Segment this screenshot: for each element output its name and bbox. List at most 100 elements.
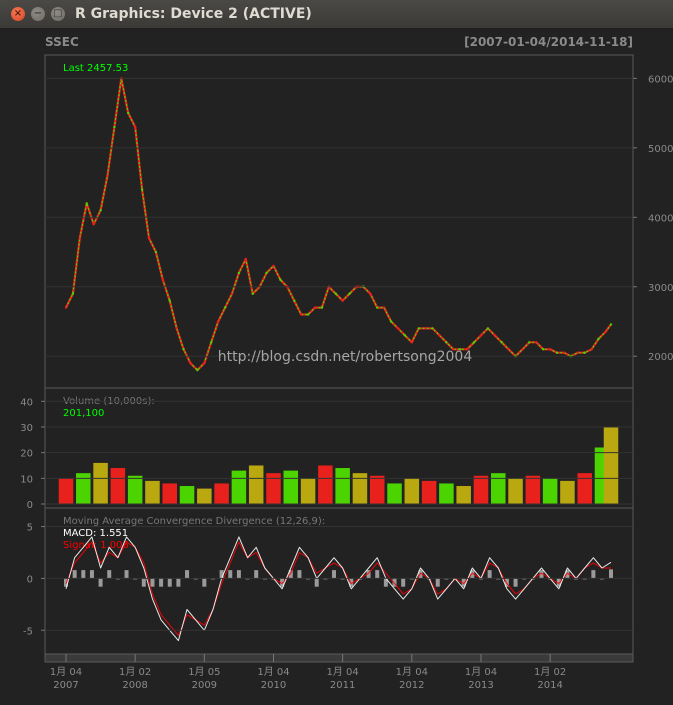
price-point	[528, 341, 531, 344]
macd-histogram-bar	[150, 578, 155, 587]
price-point	[389, 320, 393, 323]
macd-histogram-bar	[609, 569, 613, 579]
price-point	[140, 188, 144, 191]
price-point	[92, 223, 95, 226]
macd-histogram-bar	[228, 570, 233, 579]
macd-y-tick-label: 0	[27, 574, 33, 585]
macd-histogram-bar	[159, 578, 164, 587]
title-bar[interactable]: × − □ R Graphics: Device 2 (ACTIVE)	[0, 0, 673, 29]
price-point	[237, 271, 241, 275]
x-tick-year: 2012	[399, 680, 424, 691]
macd-histogram-bar	[297, 570, 302, 579]
macd-y-tick-label: 5	[27, 523, 33, 534]
price-point	[583, 351, 586, 354]
price-point	[189, 361, 192, 365]
macd-histogram-bar	[461, 578, 466, 587]
price-point	[555, 351, 559, 354]
price-point	[479, 334, 483, 337]
price-point	[500, 341, 503, 344]
close-button[interactable]: ×	[11, 7, 25, 21]
watermark: http://blog.csdn.net/robertsong2004	[218, 349, 473, 365]
volume-bar	[300, 478, 316, 504]
volume-bar	[266, 473, 281, 504]
price-point	[265, 271, 268, 275]
price-series-layer	[64, 77, 613, 372]
price-point	[320, 306, 324, 309]
axes-layer: 2000 3000 4000 5000 6000 0 10 20 30 40 -5 0 5 1月 04 20…	[20, 74, 673, 691]
macd-histogram-bar	[72, 570, 77, 579]
price-panel-frame	[44, 54, 634, 389]
macd-histogram-bar	[167, 578, 172, 587]
price-point	[424, 327, 427, 330]
volume-bar	[162, 483, 178, 504]
volume-bar	[387, 483, 402, 504]
volume-bar	[318, 465, 333, 504]
x-tick-label: 1月 04	[50, 666, 82, 678]
volume-bar	[197, 488, 212, 504]
price-point	[472, 341, 476, 344]
volume-bar	[110, 468, 126, 504]
volume-y-tick-label: 10	[20, 474, 33, 485]
x-tick-year: 2010	[261, 680, 286, 691]
macd-histogram-bar	[487, 570, 492, 579]
price-point	[403, 334, 407, 337]
minimize-button[interactable]: −	[31, 7, 45, 21]
x-tick-year: 2011	[330, 680, 355, 691]
price-point	[410, 341, 414, 344]
macd-histogram-bar	[375, 570, 380, 579]
price-point	[99, 209, 102, 212]
price-point	[431, 327, 434, 330]
price-point	[382, 306, 386, 309]
price-point	[293, 299, 296, 302]
price-point	[341, 299, 344, 302]
macd-histogram-bar	[219, 570, 224, 579]
macd-histogram-bar	[107, 570, 112, 579]
volume-bar	[76, 473, 91, 504]
volume-y-tick-label: 40	[20, 397, 33, 408]
price-point	[609, 323, 613, 326]
chart-title: SSEC	[45, 35, 79, 49]
price-point	[369, 292, 372, 295]
price-point	[445, 341, 448, 344]
macd-histogram-bar	[176, 578, 181, 587]
macd-histogram-bar	[98, 578, 103, 587]
price-point	[334, 292, 337, 295]
x-tick-label: 1月 04	[257, 666, 289, 678]
maximize-button[interactable]: □	[51, 7, 65, 21]
macd-histogram-bar	[81, 570, 86, 579]
macd-histogram-bar	[470, 570, 475, 579]
macd-histogram-bar	[141, 578, 146, 587]
volume-bar	[508, 478, 523, 504]
macd-histogram-bar	[236, 570, 241, 579]
price-point	[306, 313, 310, 316]
price-point	[127, 111, 130, 115]
price-point	[521, 348, 524, 351]
volume-bar	[231, 470, 247, 504]
volume-bar	[525, 475, 541, 504]
x-tick-year: 2013	[468, 680, 493, 691]
volume-bar	[214, 483, 229, 504]
x-tick-label: 1月 04	[465, 666, 497, 678]
x-tick-label: 1月 02	[119, 666, 151, 678]
volume-bar	[283, 470, 299, 504]
price-point	[493, 334, 497, 337]
price-y-tick-label: 3000	[648, 283, 673, 294]
volume-y-tick-label: 0	[27, 500, 33, 511]
macd-histogram-bar	[383, 578, 388, 587]
volume-bar	[603, 426, 619, 504]
price-point	[604, 330, 607, 334]
x-tick-year: 2009	[192, 680, 217, 691]
macd-panel-frame	[44, 507, 634, 655]
price-point	[548, 348, 552, 351]
volume-bar	[473, 475, 489, 504]
volume-bar	[127, 475, 143, 504]
price-point	[279, 278, 282, 282]
macd-histogram-bar	[435, 578, 440, 587]
macd-histogram-bar	[89, 570, 94, 579]
macd-last-label: MACD: 1.551	[63, 528, 128, 539]
price-point	[417, 327, 420, 330]
volume-last-label: 201,100	[63, 408, 104, 419]
volume-bar	[352, 473, 368, 504]
last-price-label: Last 2457.53	[63, 63, 128, 74]
volume-y-tick-label: 30	[20, 423, 33, 434]
